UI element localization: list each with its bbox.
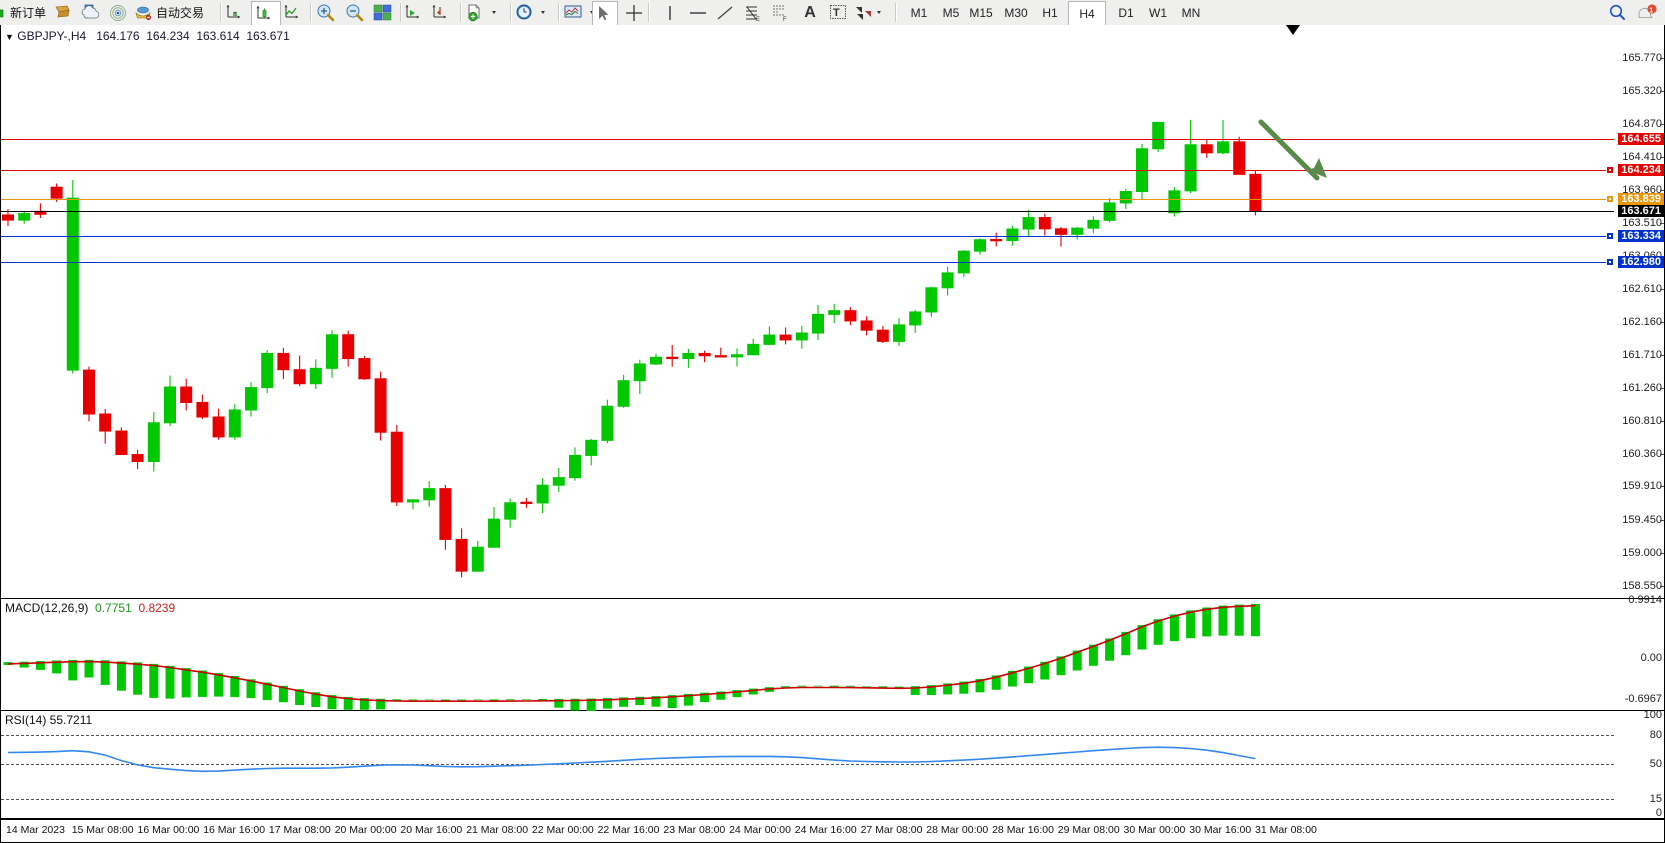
svg-text:E: E	[756, 17, 760, 21]
svg-text:1: 1	[1649, 7, 1653, 14]
svg-text:T: T	[833, 7, 840, 19]
svg-text:F: F	[783, 17, 787, 21]
